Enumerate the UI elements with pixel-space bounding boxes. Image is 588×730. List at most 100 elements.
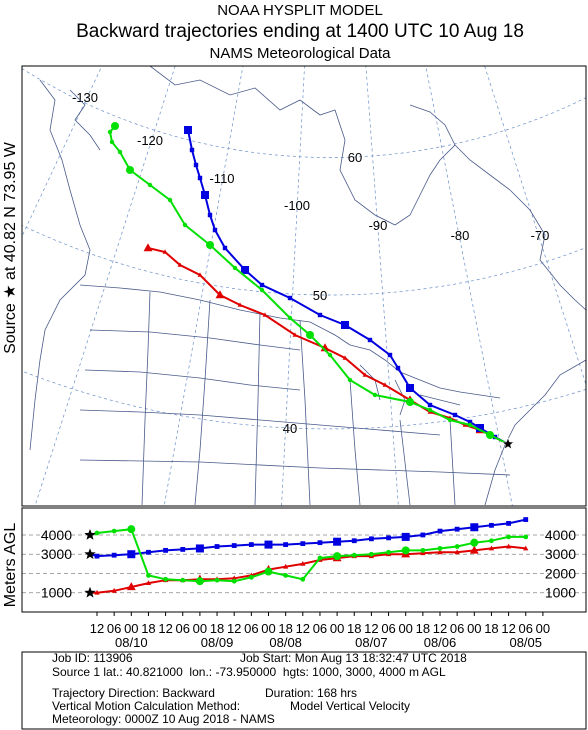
- marker: [241, 266, 249, 274]
- coastline: [69, 89, 101, 151]
- marker: [420, 547, 426, 553]
- marker: [420, 550, 426, 556]
- marker: [351, 538, 357, 544]
- date-label: 08/07: [355, 635, 388, 650]
- marker: [195, 544, 204, 553]
- longitude-line: [365, 66, 399, 506]
- y-tick-label: 3000: [545, 546, 576, 562]
- x-tick-label: 12: [433, 621, 447, 636]
- source-star: [84, 548, 96, 560]
- duration: Duration: 168 hrs: [265, 686, 357, 700]
- latitude-label: 50: [313, 288, 327, 303]
- coastline: [149, 66, 346, 141]
- longitude-line: [425, 66, 513, 506]
- marker: [395, 365, 401, 371]
- marker: [467, 422, 473, 428]
- trajectory-path: [147, 247, 509, 445]
- y-tick-label: 2000: [545, 565, 576, 581]
- x-tick-label: 06: [381, 621, 395, 636]
- marker: [333, 552, 342, 561]
- longitude-label: -100: [284, 198, 310, 213]
- marker: [197, 272, 203, 277]
- latitude-line: [22, 370, 586, 430]
- graticule: 60 50 40 -130 -120 -110 -100 -90 -80 -70: [22, 66, 586, 506]
- x-tick-label: 18: [347, 621, 361, 636]
- x-tick-label: 00: [536, 621, 550, 636]
- x-tick-label: 12: [501, 621, 515, 636]
- marker: [189, 147, 195, 153]
- marker: [382, 382, 388, 387]
- marker: [401, 546, 410, 555]
- info-frame: [21, 651, 587, 730]
- marker: [342, 355, 348, 360]
- marker: [505, 543, 512, 549]
- marker: [264, 567, 273, 576]
- marker: [470, 523, 479, 532]
- marker: [126, 582, 136, 591]
- marker: [317, 312, 323, 318]
- marker: [215, 290, 225, 299]
- marker: [180, 547, 186, 552]
- marker: [94, 553, 100, 559]
- marker: [127, 550, 136, 559]
- marker: [427, 402, 433, 408]
- marker: [437, 528, 443, 534]
- marker: [287, 295, 293, 301]
- date-label: 08/06: [424, 635, 457, 650]
- height-panel: 1000 2000 3000 4000 1000 3000 4000: [22, 517, 586, 601]
- map-frame: [21, 65, 587, 507]
- marker: [283, 542, 289, 547]
- method-value: Model Vertical Velocity: [290, 699, 410, 713]
- marker: [207, 212, 213, 218]
- coastline: [29, 79, 91, 451]
- meteorology-title: NAMS Meteorological Data: [210, 45, 392, 62]
- source-star: [84, 586, 96, 598]
- marker: [317, 555, 323, 561]
- marker: [195, 577, 204, 586]
- marker: [300, 560, 306, 566]
- x-tick-label: 12: [158, 621, 172, 636]
- x-tick-label: 12: [364, 621, 378, 636]
- marker: [369, 551, 374, 557]
- trajectory-path: [108, 125, 509, 445]
- marker: [454, 549, 460, 555]
- x-tick-label: 00: [124, 621, 138, 636]
- marker: [420, 532, 426, 538]
- marker: [232, 265, 238, 271]
- y-tick-label: 4000: [545, 527, 576, 543]
- marker: [162, 249, 168, 254]
- marker: [182, 222, 188, 228]
- longitude-label: -70: [531, 228, 550, 243]
- longitude-line: [163, 66, 244, 506]
- x-tick-label: 00: [398, 621, 412, 636]
- latitude-label: 40: [283, 421, 297, 436]
- x-tick-label: 06: [244, 621, 258, 636]
- marker: [476, 424, 484, 432]
- marker: [147, 182, 153, 188]
- marker: [283, 573, 289, 578]
- latitude-line: [22, 224, 586, 296]
- source-info: Source 1 lat.: 40.821000 lon.: -73.95000…: [52, 665, 446, 679]
- source-label: Source ★ at 40.82 N 73.95 W: [2, 141, 19, 354]
- longitude-label: -120: [137, 133, 163, 148]
- marker: [362, 372, 368, 377]
- marker: [259, 287, 265, 293]
- marker: [212, 227, 218, 233]
- state-lines: [79, 291, 511, 506]
- x-tick-label: 06: [313, 621, 327, 636]
- marker: [489, 522, 494, 528]
- marker: [248, 574, 254, 580]
- latitude-label: 60: [348, 150, 362, 165]
- marker: [259, 282, 265, 288]
- marker: [287, 315, 293, 321]
- longitude-line: [22, 66, 103, 238]
- x-tick-label: 00: [261, 621, 275, 636]
- x-tick-label: 06: [450, 621, 464, 636]
- marker: [231, 543, 237, 548]
- marker: [437, 546, 443, 551]
- marker: [386, 535, 391, 541]
- marker: [401, 532, 410, 541]
- date-label: 08/08: [269, 635, 302, 650]
- trajectory-path: [187, 129, 509, 445]
- marker: [146, 549, 151, 555]
